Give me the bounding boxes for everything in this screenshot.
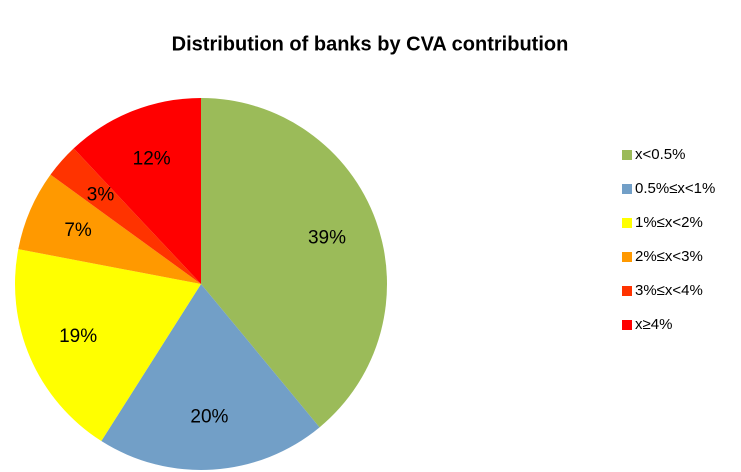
legend-swatch	[622, 184, 632, 194]
legend-swatch	[622, 150, 632, 160]
data-label: 12%	[133, 148, 171, 169]
pie-slice	[18, 174, 201, 284]
data-label: 19%	[59, 326, 97, 347]
legend-label: x<0.5%	[635, 146, 685, 163]
pie-slice	[73, 97, 201, 284]
legend-label: 0.5%≤x<1%	[635, 180, 715, 197]
pie-slice	[14, 249, 202, 442]
legend-label: 1%≤x<2%	[635, 214, 703, 231]
legend-label: 2%≤x<3%	[635, 248, 703, 265]
legend-label: x≥4%	[635, 316, 672, 333]
legend-swatch	[622, 286, 632, 296]
legend-swatch	[622, 252, 632, 262]
data-label: 7%	[64, 220, 92, 241]
pie-slice	[50, 148, 201, 284]
data-label: 20%	[190, 407, 228, 428]
chart-title: Distribution of banks by CVA contributio…	[172, 33, 569, 55]
data-label: 39%	[308, 228, 346, 249]
pie-slice	[101, 284, 320, 471]
legend-label: 3%≤x<4%	[635, 282, 703, 299]
legend-swatch	[622, 218, 632, 228]
data-label: 3%	[87, 184, 115, 205]
pie-slice	[201, 98, 387, 428]
legend-swatch	[622, 320, 632, 330]
